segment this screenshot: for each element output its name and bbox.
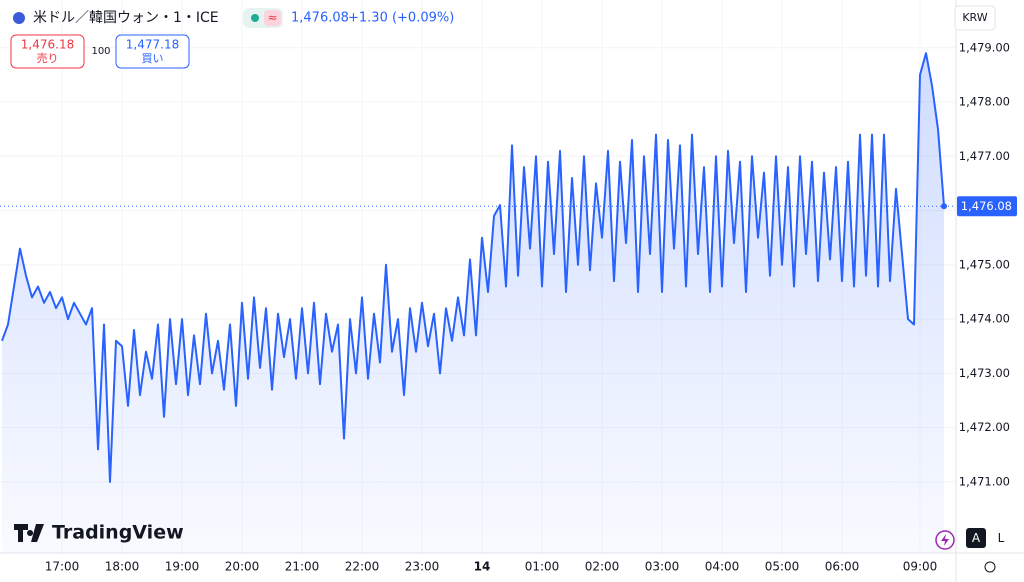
- y-tick-label: 1,471.00: [959, 474, 1010, 488]
- delay-badge: [264, 10, 281, 26]
- delay-icon: ≈: [267, 11, 277, 25]
- auto-scale-button[interactable]: [966, 528, 986, 548]
- buy-label: 買い: [142, 52, 164, 65]
- y-tick-label: 1,472.00: [959, 420, 1010, 434]
- x-tick-label: 19:00: [165, 560, 200, 574]
- y-tick-label: 1,478.00: [959, 95, 1010, 109]
- x-tick-label: 03:00: [645, 560, 680, 574]
- x-tick-label: 06:00: [825, 560, 860, 574]
- x-tick-label: 09:00: [903, 560, 938, 574]
- currency-button[interactable]: [954, 5, 996, 31]
- currency-label: KRW: [962, 11, 987, 24]
- x-tick-label: 17:00: [45, 560, 80, 574]
- price-line: [1, 52, 945, 483]
- spread: 100: [91, 46, 110, 57]
- logo-icon: [14, 524, 44, 542]
- x-tick-label: 20:00: [225, 560, 260, 574]
- last-price-label: 1,476.08: [961, 199, 1012, 213]
- settings-icon[interactable]: [984, 561, 996, 573]
- lightning-icon: [941, 534, 949, 546]
- x-tick-label: 04:00: [705, 560, 740, 574]
- flag-icon: [13, 12, 25, 24]
- x-tick-label: 05:00: [765, 560, 800, 574]
- y-tick-label: 1,475.00: [959, 257, 1010, 271]
- header-change: +1.30 (+0.09%): [348, 11, 454, 26]
- x-tick-label: 02:00: [585, 560, 620, 574]
- sell-label: 売り: [37, 52, 59, 65]
- x-tick-label: 14: [474, 560, 491, 574]
- y-tick-label: 1,473.00: [959, 366, 1010, 380]
- sell-price: 1,476.18: [21, 38, 74, 52]
- last-price-dot: [941, 203, 947, 210]
- y-tick-label: 1,479.00: [959, 40, 1010, 54]
- buy-button[interactable]: [115, 34, 190, 69]
- x-tick-label: 22:00: [345, 560, 380, 574]
- x-tick-label: 21:00: [285, 560, 320, 574]
- x-tick-label: 01:00: [525, 560, 560, 574]
- x-tick-label: 23:00: [405, 560, 440, 574]
- sell-button[interactable]: [10, 34, 85, 69]
- log-scale-label[interactable]: L: [998, 531, 1005, 545]
- last-price-tag: [957, 196, 1017, 217]
- y-tick-label: 1,477.00: [959, 149, 1010, 163]
- symbol-title: 米ドル／韓国ウォン・1・ICE: [33, 10, 219, 26]
- market-open-dot: [251, 14, 259, 22]
- logo-text: TradingView: [52, 522, 184, 544]
- y-tick-label: 1,474.00: [959, 312, 1010, 326]
- auto-scale-label: A: [972, 531, 981, 545]
- x-tick-label: 18:00: [105, 560, 140, 574]
- header-price: 1,476.08: [291, 11, 349, 26]
- buy-price: 1,477.18: [126, 38, 179, 52]
